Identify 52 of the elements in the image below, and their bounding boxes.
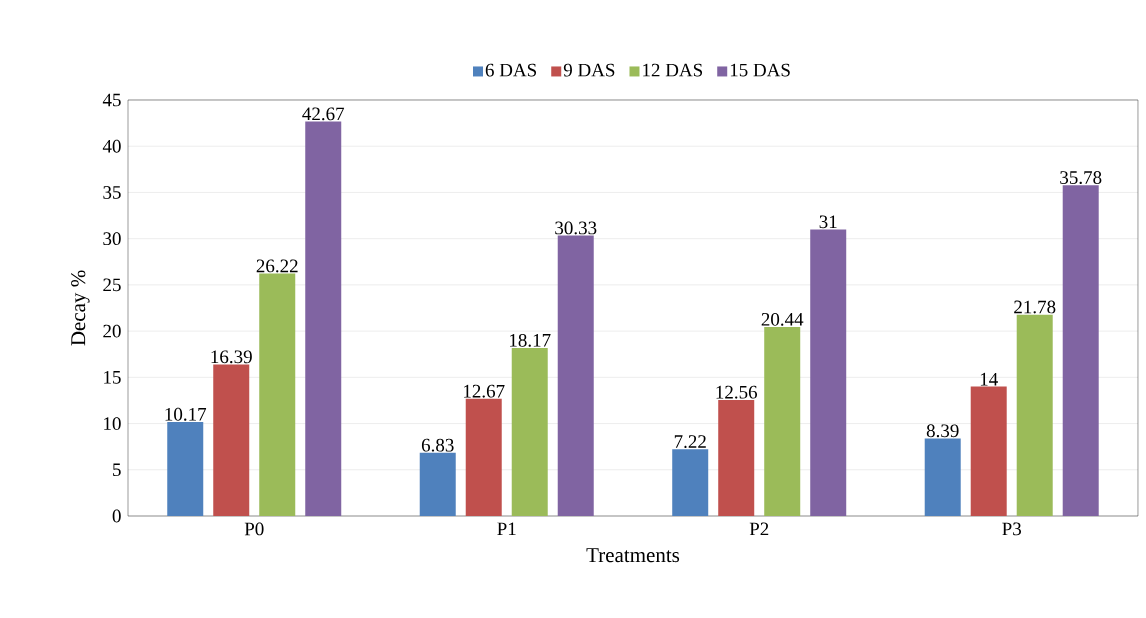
y-tick-label: 25 — [103, 278, 121, 292]
bar — [924, 438, 961, 516]
data-label: 30.33 — [555, 221, 597, 235]
data-label: 20.44 — [761, 312, 804, 326]
bar — [764, 327, 801, 516]
y-tick-label: 40 — [102, 139, 121, 153]
y-tick-label: 20 — [103, 324, 121, 338]
legend-label: 12 DAS — [643, 63, 703, 77]
y-tick-label: 45 — [102, 93, 121, 107]
bar — [672, 449, 709, 516]
y-tick-label: 10 — [104, 417, 121, 430]
y-tick-label: 15 — [104, 370, 121, 384]
x-tick-label: P0 — [244, 522, 264, 536]
y-tick-label: 30 — [103, 232, 121, 246]
bar — [259, 273, 296, 516]
y-tick-label: 0 — [112, 509, 121, 523]
bar — [511, 348, 548, 516]
data-label: 6.83 — [421, 438, 454, 452]
bar — [970, 386, 1007, 516]
data-label: 18.17 — [510, 333, 551, 347]
y-tick-label: 35 — [103, 186, 121, 199]
x-tick-label: P3 — [1002, 522, 1022, 536]
y-tick-label: 5 — [113, 463, 121, 477]
x-axis-title: Treatments — [586, 548, 680, 563]
bar — [1016, 314, 1053, 516]
legend-label: 9 DAS — [563, 63, 615, 77]
data-label: 16.39 — [211, 350, 252, 364]
data-label: 10.17 — [165, 407, 207, 421]
bar — [557, 235, 594, 516]
data-label: 12.67 — [464, 384, 505, 398]
data-label: 14 — [980, 372, 998, 386]
data-label: 7.22 — [674, 435, 706, 449]
bar — [167, 421, 204, 516]
x-tick-label: P1 — [497, 522, 516, 536]
bar — [1062, 185, 1099, 516]
data-label: 42.67 — [302, 107, 345, 121]
data-label: 35.78 — [1060, 171, 1102, 185]
bar — [419, 452, 456, 516]
bar — [305, 121, 342, 516]
bar — [465, 398, 502, 516]
bar — [810, 229, 847, 516]
data-label: 12.56 — [716, 385, 758, 399]
legend-label: 6 DAS — [485, 63, 537, 77]
data-label: 8.39 — [926, 424, 959, 438]
y-axis-title: Decay % — [71, 270, 90, 346]
bar — [213, 364, 250, 516]
data-label: 21.78 — [1014, 300, 1056, 314]
data-label: 31 — [819, 215, 837, 229]
legend-label: 15 DAS — [730, 63, 790, 77]
data-label: 26.22 — [256, 259, 298, 273]
x-tick-label: P2 — [749, 522, 769, 536]
bar — [718, 399, 755, 516]
